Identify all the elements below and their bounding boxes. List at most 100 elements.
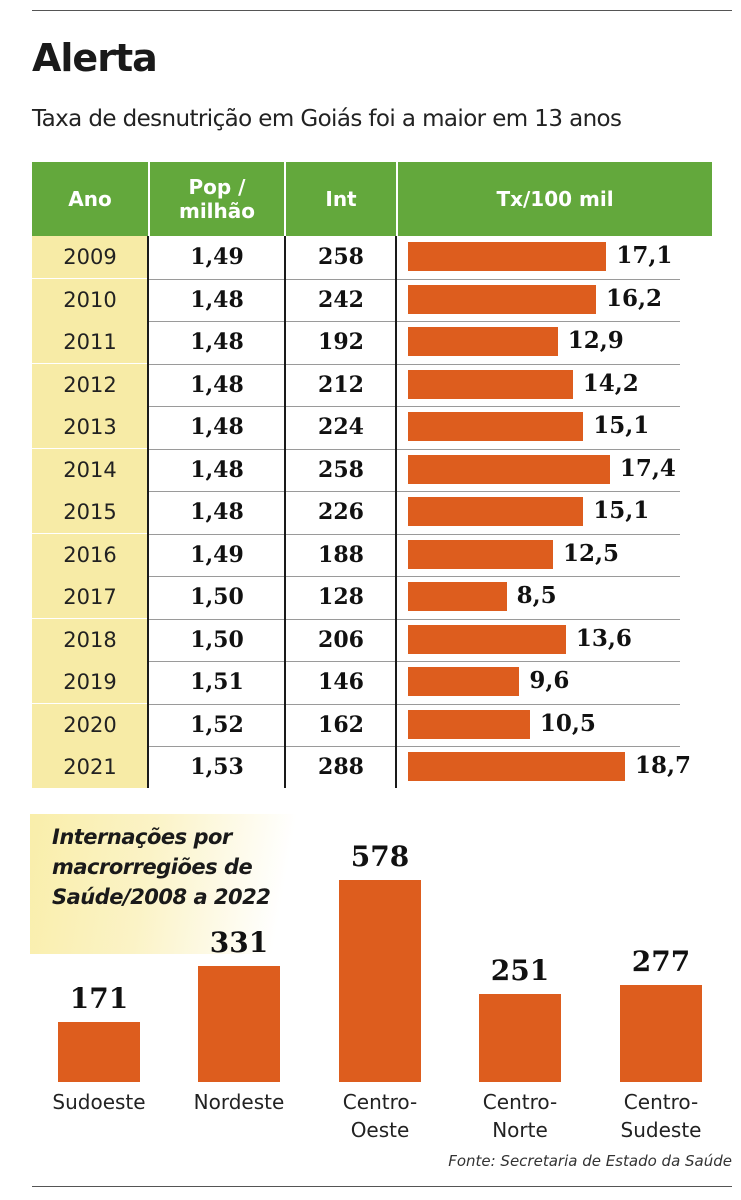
rate-bar: [408, 582, 507, 611]
row-divider: [116, 746, 680, 747]
hospitalizations-cell: 128: [318, 584, 364, 610]
year-cell: 2016: [32, 534, 148, 576]
region-value-label: 331: [209, 926, 269, 960]
hospitalizations-cell: 146: [318, 669, 364, 695]
year-cell: 2011: [32, 321, 148, 363]
hospitalizations-cell: 242: [318, 287, 364, 313]
header-separator: [396, 162, 398, 236]
column-header-hospitalizations: Int: [325, 187, 357, 211]
year-cell: 2012: [32, 364, 148, 406]
regions-callout-background: [30, 814, 320, 954]
rate-bar: [408, 625, 566, 654]
population-cell: 1,49: [190, 244, 244, 270]
rate-value-label: 9,6: [529, 667, 570, 694]
population-cell: 1,48: [190, 287, 244, 313]
region-bar: [479, 994, 561, 1082]
table-row: 2011 1,48 192: [32, 321, 712, 363]
year-cell: 2021: [32, 746, 148, 788]
population-cell: 1,48: [190, 457, 244, 483]
table-row: 2021 1,53 288: [32, 746, 712, 788]
row-divider: [116, 661, 680, 662]
rate-value-label: 15,1: [593, 412, 650, 439]
year-cell: 2009: [32, 236, 148, 278]
rate-bar: [408, 540, 554, 569]
table-row: 2013 1,48 224: [32, 406, 712, 448]
population-cell: 1,48: [190, 499, 244, 525]
hospitalizations-cell: 212: [318, 372, 364, 398]
population-cell: 1,52: [190, 712, 244, 738]
column-divider: [284, 236, 286, 788]
header-separator: [284, 162, 286, 236]
region-category-label: Sudoeste: [52, 1090, 146, 1114]
population-cell: 1,53: [190, 754, 244, 780]
hospitalizations-cell: 188: [318, 542, 364, 568]
rate-bar: [408, 497, 584, 526]
hospitalizations-cell: 192: [318, 329, 364, 355]
region-value-label: 277: [631, 945, 691, 979]
rate-bar: [408, 752, 625, 781]
rate-value-label: 18,7: [635, 752, 692, 779]
rate-value-label: 12,5: [563, 540, 620, 567]
rate-bar: [408, 667, 520, 696]
hospitalizations-cell: 224: [318, 414, 364, 440]
hospitalizations-cell: 258: [318, 457, 364, 483]
rate-bar: [408, 327, 558, 356]
table-row: 2017 1,50 128: [32, 576, 712, 618]
column-divider: [147, 236, 149, 788]
table-row: 2020 1,52 162: [32, 704, 712, 746]
year-cell: 2019: [32, 661, 148, 703]
top-rule: [32, 10, 732, 11]
population-cell: 1,51: [190, 669, 244, 695]
population-cell: 1,49: [190, 542, 244, 568]
hospitalizations-cell: 206: [318, 627, 364, 653]
row-divider: [116, 406, 680, 407]
region-category-label: Nordeste: [193, 1090, 285, 1114]
table-row: 2018 1,50 206: [32, 619, 712, 661]
column-header-population: Pop / milhão: [178, 175, 256, 223]
row-divider: [116, 449, 680, 450]
row-divider: [116, 534, 680, 535]
region-bar: [58, 1022, 140, 1082]
region-category-label: Centro- Oeste: [342, 1090, 418, 1142]
region-bar: [198, 966, 280, 1082]
row-divider: [116, 321, 680, 322]
table-row: 2010 1,48 242: [32, 279, 712, 321]
header-separator: [148, 162, 150, 236]
rate-value-label: 17,1: [616, 242, 673, 269]
population-cell: 1,48: [190, 414, 244, 440]
rate-bar: [408, 242, 607, 271]
hospitalizations-cell: 226: [318, 499, 364, 525]
hospitalizations-cell: 288: [318, 754, 364, 780]
rate-value-label: 17,4: [619, 455, 676, 482]
source-note: Fonte: Secretaria de Estado da Saúde: [448, 1152, 732, 1170]
population-cell: 1,48: [190, 372, 244, 398]
row-divider: [116, 619, 680, 620]
row-divider: [116, 576, 680, 577]
year-cell: 2018: [32, 619, 148, 661]
population-cell: 1,50: [190, 584, 244, 610]
year-cell: 2015: [32, 491, 148, 533]
table-row: 2019 1,51 146: [32, 661, 712, 703]
page-title: Alerta: [32, 36, 158, 80]
rate-bar: [408, 412, 584, 441]
table-row: 2015 1,48 226: [32, 491, 712, 533]
bottom-rule: [32, 1186, 732, 1187]
rate-value-label: 13,6: [575, 625, 632, 652]
rate-bar: [408, 710, 530, 739]
year-cell: 2014: [32, 449, 148, 491]
rate-value-label: 10,5: [539, 710, 596, 737]
rate-value-label: 12,9: [567, 327, 624, 354]
population-cell: 1,48: [190, 329, 244, 355]
table-row: 2012 1,48 212: [32, 364, 712, 406]
row-divider: [116, 364, 680, 365]
row-divider: [116, 279, 680, 280]
region-value-label: 251: [490, 954, 550, 988]
rate-value-label: 8,5: [516, 582, 557, 609]
hospitalizations-cell: 162: [318, 712, 364, 738]
table-row: 2016 1,49 188: [32, 534, 712, 576]
regions-chart-title: Internações por macrorregiões de Saúde/2…: [52, 825, 271, 909]
rate-bar: [408, 370, 573, 399]
column-header-rate: Tx/100 mil: [496, 187, 614, 211]
table-row: 2014 1,48 258: [32, 449, 712, 491]
